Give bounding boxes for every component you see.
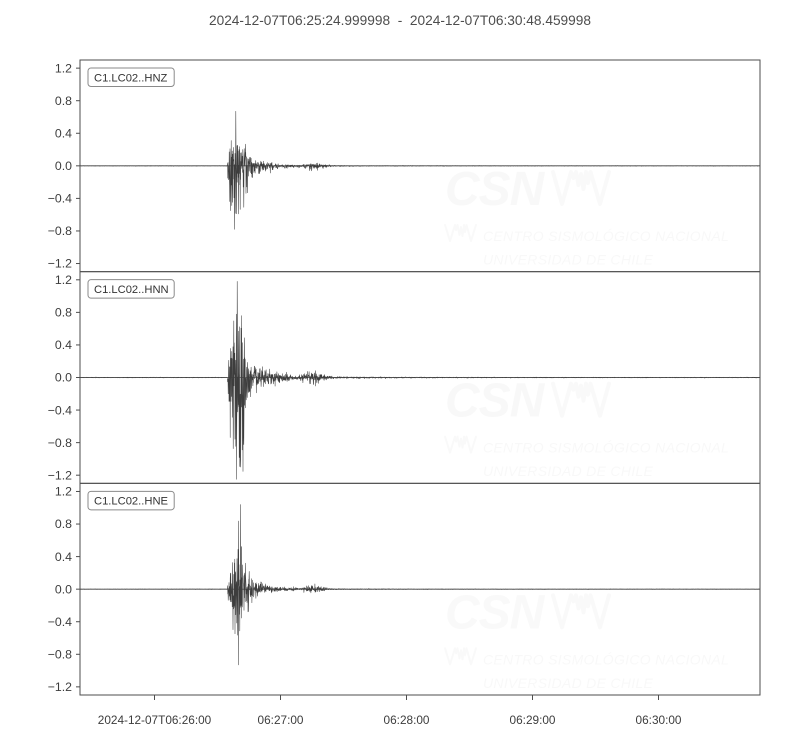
svg-text:C1.LC02..HNE: C1.LC02..HNE — [94, 496, 168, 508]
svg-text:C1.LC02..HNZ: C1.LC02..HNZ — [94, 72, 168, 84]
svg-text:−1.2: −1.2 — [48, 257, 72, 271]
svg-text:CSN: CSN — [445, 586, 546, 639]
svg-text:0.4: 0.4 — [55, 550, 72, 564]
svg-text:−0.8: −0.8 — [48, 647, 72, 661]
svg-text:2024-12-07T06:26:00: 2024-12-07T06:26:00 — [98, 713, 212, 727]
svg-text:CENTRO SISMOLÓGICO NACIONAL: CENTRO SISMOLÓGICO NACIONAL — [483, 440, 729, 456]
svg-text:UNIVERSIDAD DE CHILE: UNIVERSIDAD DE CHILE — [483, 675, 654, 691]
svg-text:1.2: 1.2 — [55, 273, 72, 287]
svg-text:CENTRO SISMOLÓGICO NACIONAL: CENTRO SISMOLÓGICO NACIONAL — [483, 651, 729, 667]
svg-text:0.8: 0.8 — [55, 94, 72, 108]
svg-text:CENTRO SISMOLÓGICO NACIONAL: CENTRO SISMOLÓGICO NACIONAL — [483, 228, 729, 244]
svg-text:0.0: 0.0 — [55, 371, 72, 385]
svg-text:UNIVERSIDAD DE CHILE: UNIVERSIDAD DE CHILE — [483, 252, 654, 268]
svg-text:0.0: 0.0 — [55, 582, 72, 596]
svg-text:−1.2: −1.2 — [48, 680, 72, 694]
svg-text:0.8: 0.8 — [55, 517, 72, 531]
svg-text:C1.LC02..HNN: C1.LC02..HNN — [94, 284, 169, 296]
svg-text:0.8: 0.8 — [55, 306, 72, 320]
svg-text:0.0: 0.0 — [55, 159, 72, 173]
svg-text:1.2: 1.2 — [55, 61, 72, 75]
svg-text:UNIVERSIDAD DE CHILE: UNIVERSIDAD DE CHILE — [483, 463, 654, 479]
svg-text:0.4: 0.4 — [55, 126, 72, 140]
svg-text:CSN: CSN — [445, 375, 546, 428]
svg-text:−0.8: −0.8 — [48, 436, 72, 450]
svg-text:06:30:00: 06:30:00 — [636, 713, 682, 727]
svg-text:0.4: 0.4 — [55, 338, 72, 352]
svg-text:−1.2: −1.2 — [48, 468, 72, 482]
svg-text:−0.4: −0.4 — [48, 192, 72, 206]
svg-text:CSN: CSN — [445, 163, 546, 216]
svg-text:06:27:00: 06:27:00 — [258, 713, 304, 727]
svg-text:−0.4: −0.4 — [48, 403, 72, 417]
svg-text:−0.8: −0.8 — [48, 224, 72, 238]
svg-text:−0.4: −0.4 — [48, 615, 72, 629]
svg-text:06:29:00: 06:29:00 — [510, 713, 556, 727]
svg-text:06:28:00: 06:28:00 — [384, 713, 430, 727]
svg-text:1.2: 1.2 — [55, 485, 72, 499]
